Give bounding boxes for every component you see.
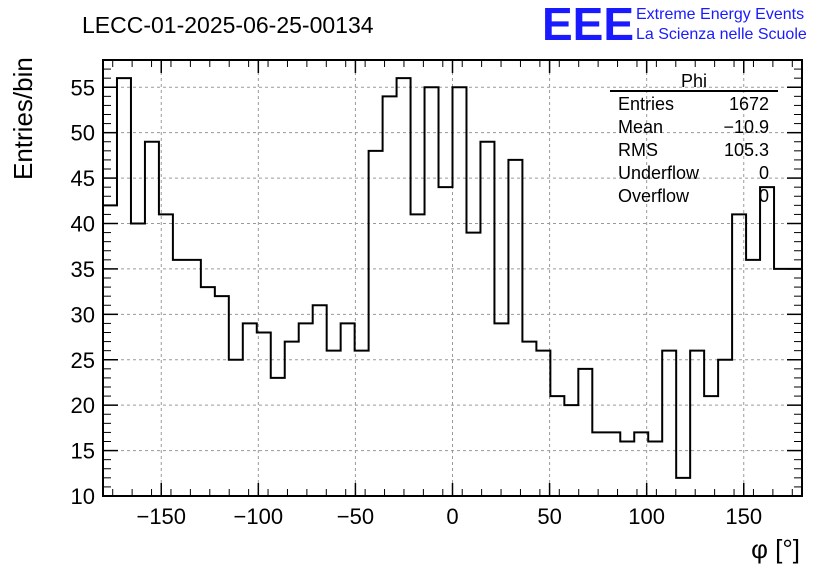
plot-frame xyxy=(102,59,803,497)
y-tick-label: 15 xyxy=(71,439,95,464)
x-tick-label: −100 xyxy=(234,504,284,529)
y-tick-label: 20 xyxy=(71,393,95,418)
stats-label: Overflow xyxy=(618,186,690,206)
y-tick-label: 50 xyxy=(71,121,95,146)
chart-title: LECC-01-2025-06-25-00134 xyxy=(82,12,374,38)
stats-value: 0 xyxy=(759,163,769,183)
logo-line-2: La Scienza nelle Scuole xyxy=(636,26,807,43)
x-tick-label: 0 xyxy=(446,504,458,529)
y-axis-title: Entries/bin xyxy=(8,57,38,180)
x-axis-title: φ [°] xyxy=(751,534,800,564)
stats-label: Mean xyxy=(618,117,663,137)
logo-mark: EEE xyxy=(542,0,634,50)
stats-value: 1672 xyxy=(729,94,769,114)
y-tick-label: 35 xyxy=(71,257,95,282)
y-tick-labels: 10 15 20 25 30 35 40 45 50 55 xyxy=(71,75,95,509)
y-tick-label: 45 xyxy=(71,166,95,191)
y-tick-label: 55 xyxy=(71,75,95,100)
y-tick-label: 30 xyxy=(71,302,95,327)
stats-title: Phi xyxy=(681,71,707,91)
x-tick-label: −150 xyxy=(136,504,186,529)
x-tick-label: 100 xyxy=(628,504,665,529)
eee-logo: EEE Extreme Energy Events La Scienza nel… xyxy=(542,0,807,50)
y-tick-label: 40 xyxy=(71,212,95,237)
logo-line-1: Extreme Energy Events xyxy=(636,6,804,23)
stats-value: −10.9 xyxy=(723,117,769,137)
x-tick-label: 150 xyxy=(725,504,762,529)
stats-label: Entries xyxy=(618,94,674,114)
stats-label: RMS xyxy=(618,140,658,160)
stats-value: 105.3 xyxy=(724,140,769,160)
stats-box: Phi Entries 1672 Mean −10.9 RMS 105.3 Underflo… xyxy=(610,71,778,206)
stats-value: 0 xyxy=(759,186,769,206)
y-tick-label: 10 xyxy=(71,484,95,509)
stats-label: Underflow xyxy=(618,163,700,183)
x-tick-label: −50 xyxy=(337,504,374,529)
x-tick-labels: −150 −100 −50 0 50 100 150 xyxy=(136,504,762,529)
y-tick-label: 25 xyxy=(71,348,95,373)
x-tick-label: 50 xyxy=(537,504,561,529)
histogram-line xyxy=(103,77,802,479)
